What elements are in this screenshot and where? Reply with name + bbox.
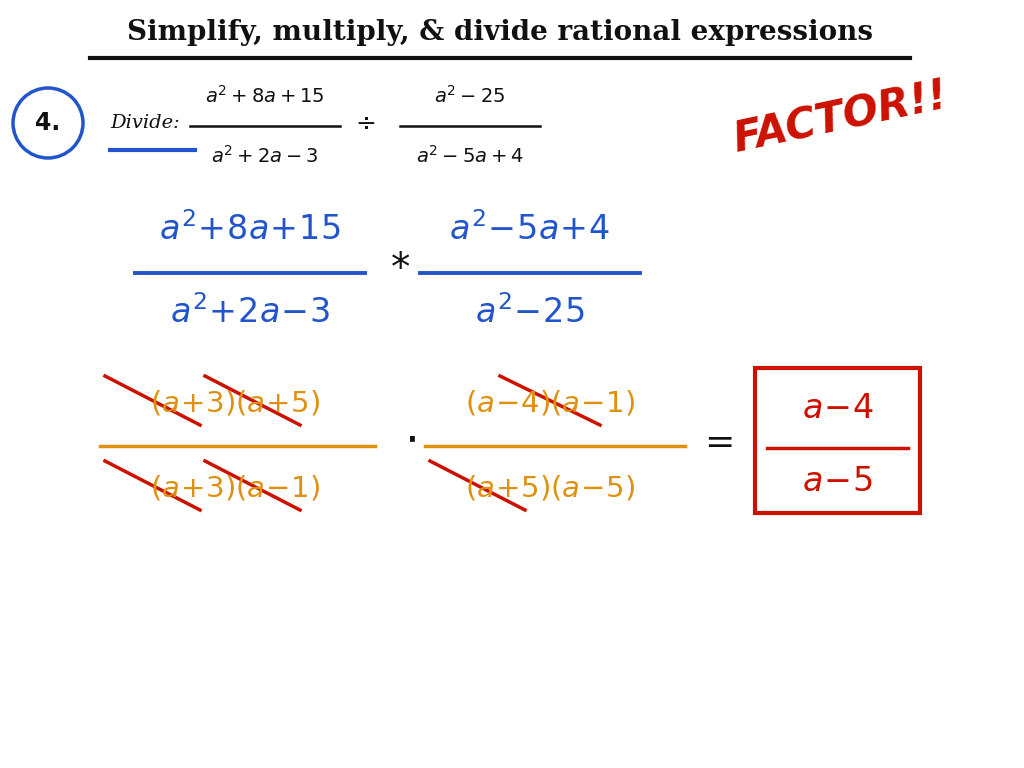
- Text: $a^2-25$: $a^2-25$: [434, 85, 506, 107]
- Text: $\cdot$: $\cdot$: [404, 419, 416, 464]
- Text: $(a\!+\!3)(a\!-\!1)$: $(a\!+\!3)(a\!-\!1)$: [150, 474, 321, 502]
- Text: Divide:: Divide:: [110, 114, 180, 132]
- Text: $a^2+8a+15$: $a^2+8a+15$: [205, 85, 325, 107]
- Text: $a^2\!+\!8a\!+\!15$: $a^2\!+\!8a\!+\!15$: [160, 213, 341, 247]
- Text: $(a\!+\!5)(a\!-\!5)$: $(a\!+\!5)(a\!-\!5)$: [465, 474, 635, 502]
- Text: $a^2\!-\!5a\!+\!4$: $a^2\!-\!5a\!+\!4$: [450, 213, 610, 247]
- Text: $(a\!-\!4)(a\!-\!1)$: $(a\!-\!4)(a\!-\!1)$: [465, 389, 635, 418]
- Text: $a^2\!-\!25$: $a^2\!-\!25$: [475, 296, 585, 330]
- Text: $a^2-5a+4$: $a^2-5a+4$: [416, 145, 524, 167]
- Text: FACTOR!!: FACTOR!!: [729, 74, 951, 161]
- Text: $\div$: $\div$: [355, 110, 375, 134]
- Text: $(a\!+\!3)(a\!+\!5)$: $(a\!+\!3)(a\!+\!5)$: [150, 389, 321, 418]
- Text: $a\!-\!4$: $a\!-\!4$: [802, 392, 873, 425]
- Text: $a\!-\!5$: $a\!-\!5$: [802, 465, 873, 498]
- Text: $a^2\!+\!2a\!-\!3$: $a^2\!+\!2a\!-\!3$: [170, 296, 330, 330]
- Text: $*$: $*$: [390, 248, 411, 286]
- Text: 4.: 4.: [36, 111, 60, 135]
- Text: $a^2+2a-3$: $a^2+2a-3$: [211, 145, 318, 167]
- Text: $=$: $=$: [697, 424, 733, 458]
- Text: Simplify, multiply, & divide rational expressions: Simplify, multiply, & divide rational ex…: [127, 19, 873, 47]
